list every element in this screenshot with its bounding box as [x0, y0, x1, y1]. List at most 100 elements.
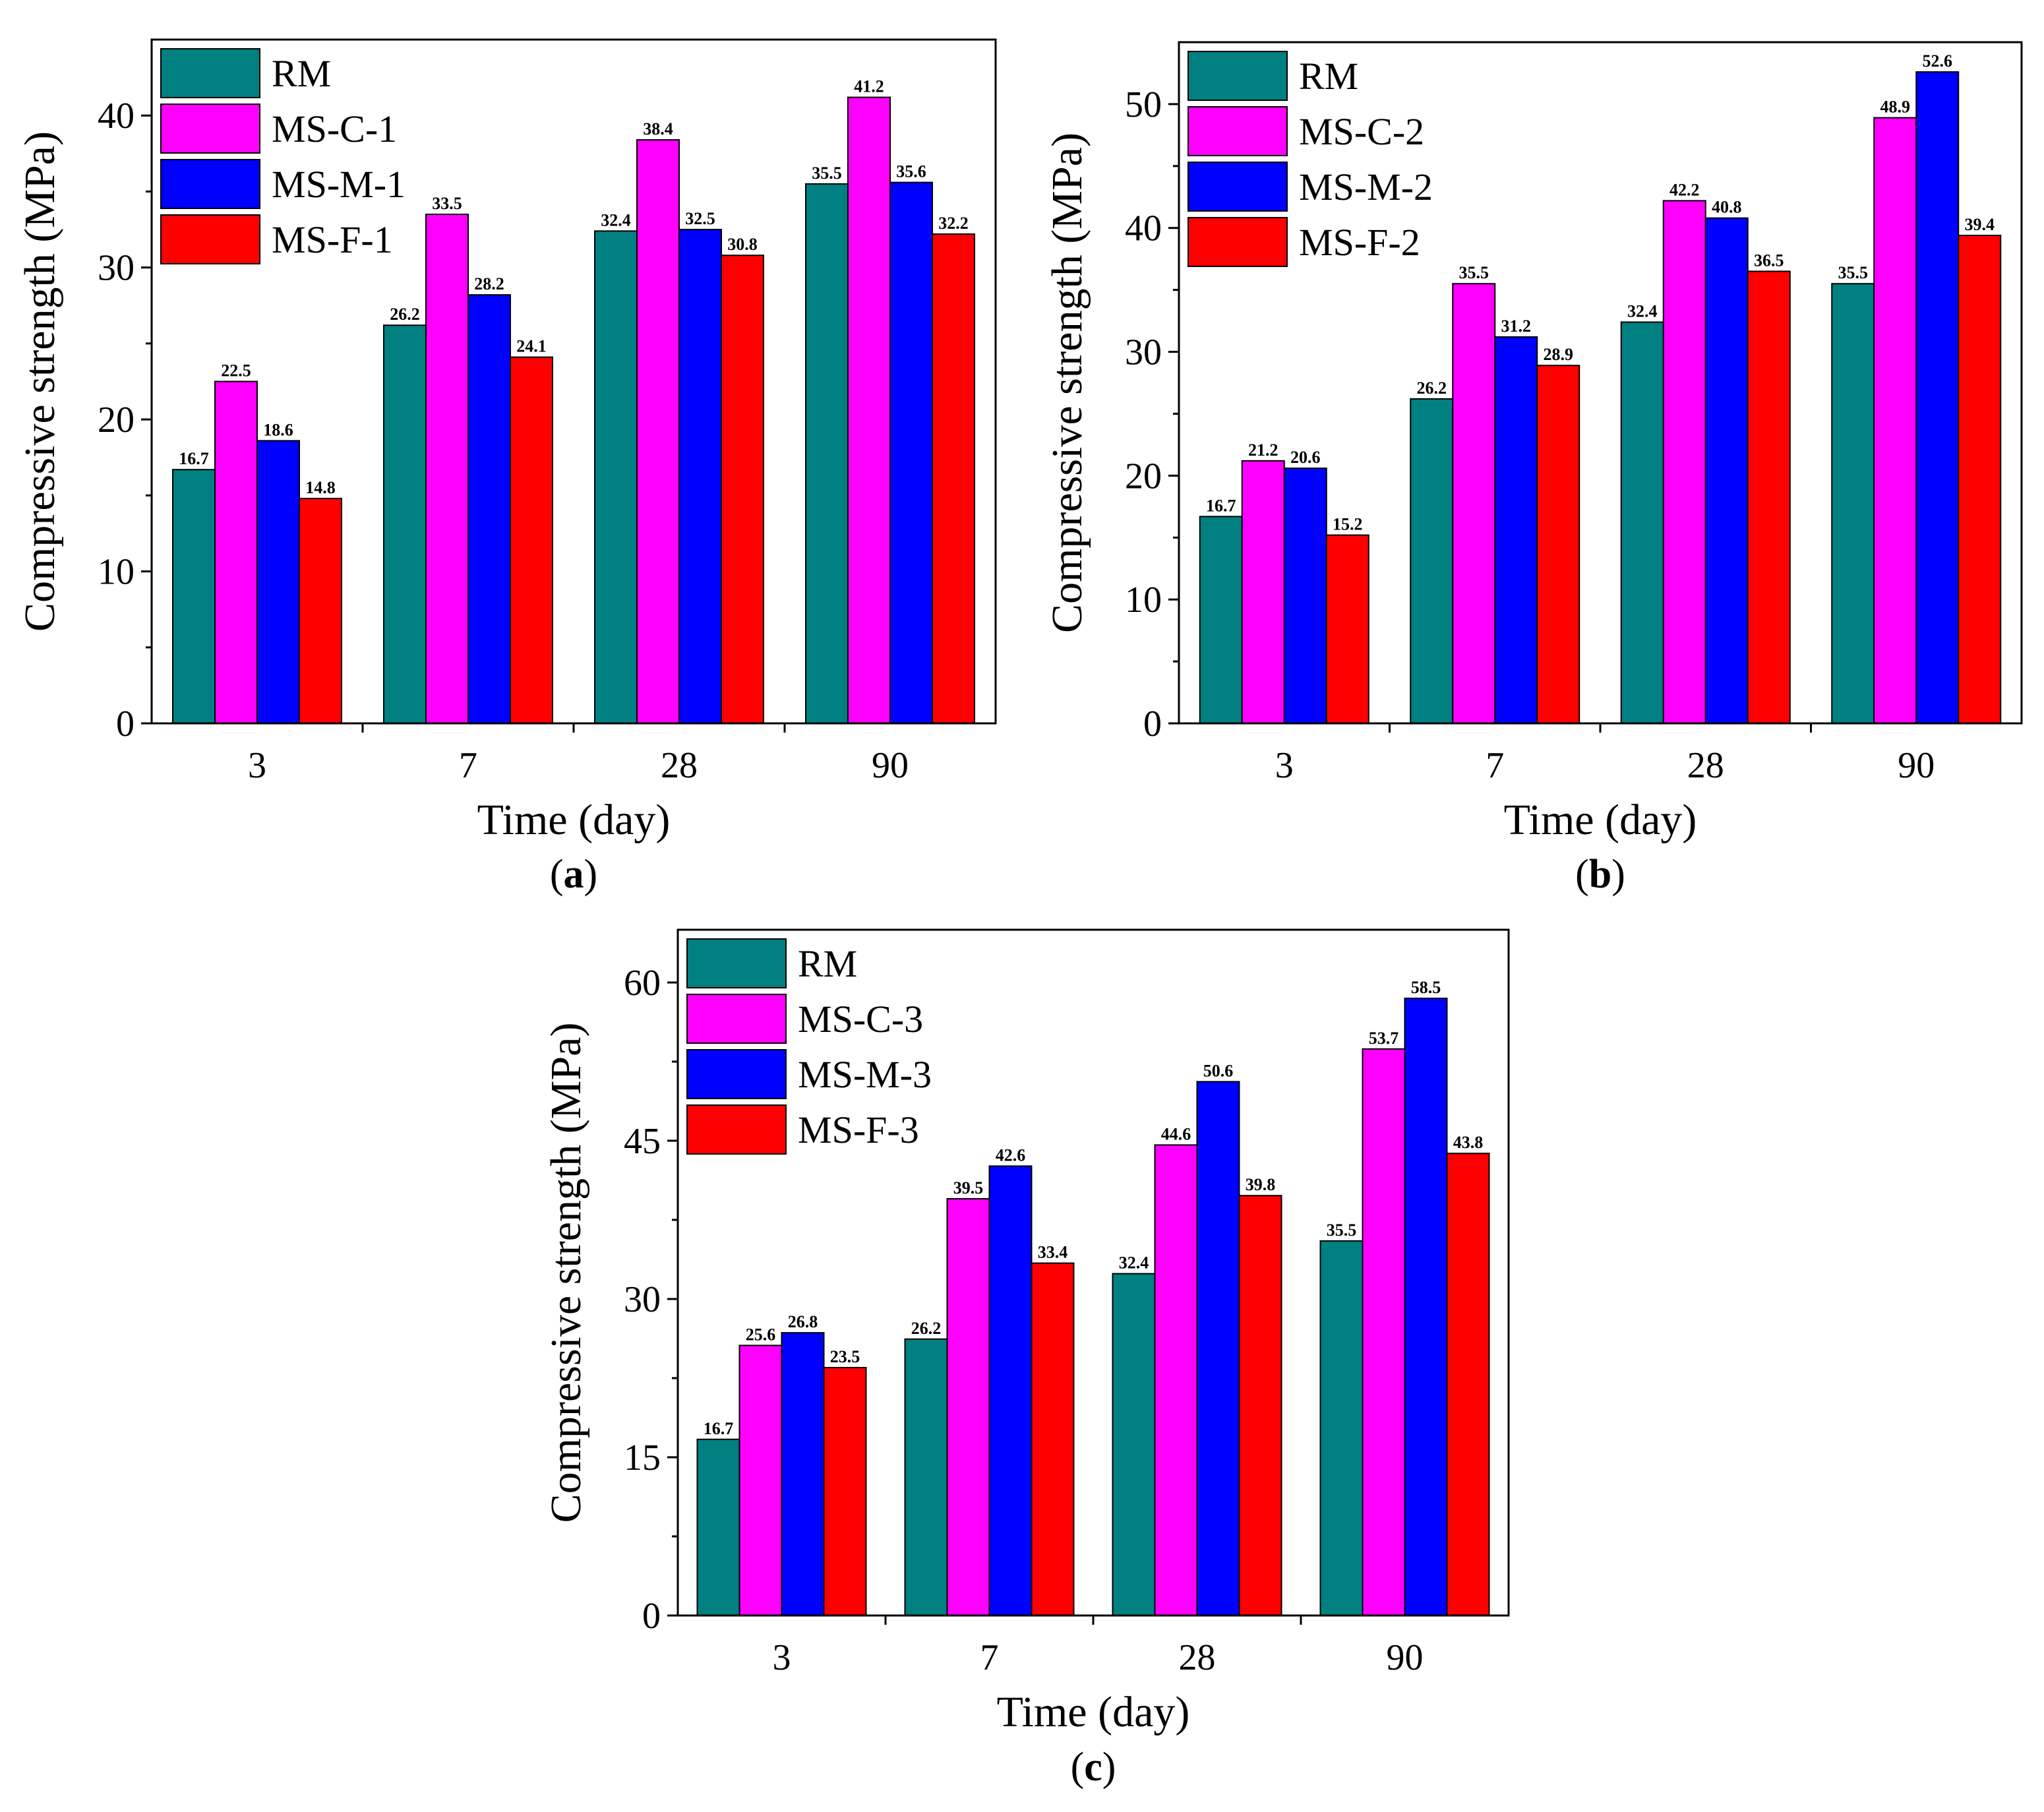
- y-tick-label: 0: [116, 704, 135, 744]
- data-label-MS-C-3-3: 25.6: [746, 1325, 776, 1344]
- data-label-MS-C-2-7: 35.5: [1459, 263, 1489, 282]
- data-label-MS-F-2-90: 39.4: [1965, 215, 1995, 234]
- bar-RM-28: [594, 230, 638, 724]
- x-tick-label: 3: [773, 1637, 791, 1678]
- chart-panel-c: 16.7 26.2 32.4 35.5 25.6 39.5 44.6 53.7 26.8 42.6…: [542, 928, 1510, 1790]
- x-tick-label: 90: [1387, 1637, 1424, 1678]
- legend-swatch-RM: [1187, 51, 1288, 101]
- bar-MS-F-3-7: [1031, 1262, 1075, 1616]
- legend-swatch-RM: [160, 48, 260, 98]
- data-label-MS-C-1-28: 38.4: [643, 119, 673, 138]
- x-tick-label: 28: [661, 745, 698, 786]
- bar-MS-M-3-28: [1196, 1081, 1240, 1616]
- legend: RM MS-C-1 MS-M-1 MS-F-1: [160, 48, 406, 264]
- bar-MS-C-1-3: [214, 380, 258, 724]
- bar-MS-F-2-28: [1747, 270, 1791, 724]
- series-MS-C-1: 22.5 33.5 38.4 41.2: [214, 77, 891, 725]
- y-tick-label: 30: [1125, 332, 1162, 373]
- bar-RM-3: [172, 469, 216, 724]
- data-label-MS-M-3-3: 26.8: [788, 1312, 818, 1331]
- y-tick-label: 0: [642, 1596, 661, 1637]
- x-tick-label: 3: [1275, 745, 1294, 786]
- y-tick-label: 45: [624, 1121, 661, 1162]
- bar-MS-F-1-7: [510, 356, 553, 724]
- data-label-MS-F-1-90: 32.2: [938, 214, 969, 233]
- y-tick-label: 30: [98, 248, 135, 289]
- legend-swatch-MS-M-1: [160, 159, 260, 209]
- x-tick-label: 28: [1687, 745, 1724, 786]
- series-RM: 16.7 26.2 32.4 35.5: [696, 1221, 1364, 1617]
- series-RM: 16.7 26.2 32.4 35.5: [172, 164, 849, 725]
- bar-MS-C-2-90: [1873, 117, 1917, 724]
- bar-MS-F-2-3: [1325, 534, 1369, 724]
- panel-label-open: (: [550, 852, 564, 897]
- bar-MS-C-2-28: [1662, 200, 1706, 724]
- legend: RM MS-C-2 MS-M-2 MS-F-2: [1187, 51, 1433, 267]
- chart-panel-a: 16.7 26.2 32.4 35.5 22.5 33.5 38.4 41.2 18.6 28.2…: [16, 38, 997, 897]
- bar-MS-F-1-3: [299, 497, 342, 724]
- series-MS-M-2: 20.6 31.2 40.8 52.6: [1283, 51, 1960, 725]
- x-tick-label: 3: [248, 745, 266, 786]
- y-tick-label: 40: [98, 96, 135, 136]
- data-label-MS-F-2-28: 36.5: [1754, 251, 1784, 270]
- bar-MS-F-3-90: [1446, 1153, 1490, 1616]
- data-label-MS-F-3-3: 23.5: [830, 1347, 860, 1366]
- bar-MS-C-3-7: [946, 1198, 990, 1616]
- panel-label-letter: b: [1589, 852, 1611, 897]
- legend-entry-MS-F-3: MS-F-3: [798, 1108, 919, 1151]
- data-label-MS-C-3-7: 39.5: [953, 1178, 984, 1197]
- y-tick-label: 15: [624, 1437, 661, 1478]
- y-tick-label: 0: [1143, 704, 1162, 744]
- bar-MS-F-3-28: [1238, 1195, 1282, 1616]
- bar-MS-M-1-7: [467, 294, 511, 724]
- data-label-MS-M-2-28: 40.8: [1712, 198, 1742, 217]
- legend-entry-MS-C-2: MS-C-2: [1299, 110, 1424, 153]
- data-label-MS-M-3-28: 50.6: [1203, 1061, 1234, 1080]
- data-label-MS-F-1-7: 24.1: [516, 337, 547, 356]
- y-tick-label: 30: [624, 1279, 661, 1320]
- series-MS-F-3: 23.5 33.4 39.8 43.8: [823, 1133, 1490, 1616]
- panel-label-letter: c: [1084, 1745, 1102, 1790]
- legend-entry-MS-M-3: MS-M-3: [798, 1053, 932, 1096]
- y-tick-label: 50: [1125, 84, 1162, 125]
- bar-MS-M-2-7: [1494, 336, 1538, 724]
- bar-MS-C-2-3: [1241, 460, 1285, 724]
- bar-MS-M-3-90: [1404, 998, 1448, 1616]
- data-label-RM-28: 32.4: [601, 210, 631, 229]
- x-tick-label: 90: [872, 745, 909, 786]
- data-label-MS-M-2-7: 31.2: [1501, 317, 1532, 336]
- y-axis-title: Compressive strength (MPa): [542, 1023, 590, 1523]
- chart-panel-b: 16.7 26.2 32.4 35.5 21.2 35.5 42.2 48.9 20.6 31.2…: [1043, 41, 2023, 897]
- legend-swatch-MS-C-2: [1187, 106, 1288, 156]
- bar-RM-90: [1831, 283, 1875, 724]
- legend: RM MS-C-3 MS-M-3 MS-F-3: [686, 938, 932, 1155]
- data-label-MS-C-1-90: 41.2: [854, 77, 884, 96]
- data-label-RM-28: 32.4: [1627, 301, 1658, 320]
- data-label-RM-90: 35.5: [812, 164, 842, 183]
- panel-label-close: ): [584, 852, 598, 897]
- bar-MS-C-1-7: [425, 214, 469, 724]
- data-label-RM-7: 26.2: [390, 305, 420, 324]
- data-label-MS-C-3-28: 44.6: [1161, 1124, 1191, 1143]
- bar-MS-C-1-28: [636, 139, 680, 725]
- data-label-RM-7: 26.2: [911, 1319, 942, 1338]
- panel-label: (a): [550, 852, 597, 897]
- bar-MS-M-2-28: [1704, 217, 1749, 724]
- bar-MS-C-3-28: [1154, 1144, 1198, 1616]
- legend-entry-MS-C-3: MS-C-3: [798, 998, 923, 1041]
- y-tick-label: 40: [1125, 208, 1162, 249]
- bar-RM-90: [1319, 1240, 1364, 1616]
- legend-entry-RM: RM: [272, 52, 331, 95]
- data-label-MS-F-2-3: 15.2: [1333, 515, 1363, 534]
- panel-label-open: (: [1071, 1745, 1085, 1790]
- panel-label-close: ): [1102, 1745, 1116, 1790]
- legend-entry-MS-F-1: MS-F-1: [272, 218, 393, 261]
- x-tick-label: 7: [459, 745, 477, 786]
- data-label-RM-28: 32.4: [1119, 1253, 1149, 1273]
- series-MS-F-1: 14.8 24.1 30.8 32.2: [299, 214, 975, 725]
- data-label-MS-M-1-3: 18.6: [263, 420, 293, 439]
- data-label-MS-C-3-90: 53.7: [1369, 1029, 1399, 1048]
- data-label-RM-3: 16.7: [1206, 496, 1236, 515]
- data-label-MS-F-3-28: 39.8: [1246, 1175, 1276, 1194]
